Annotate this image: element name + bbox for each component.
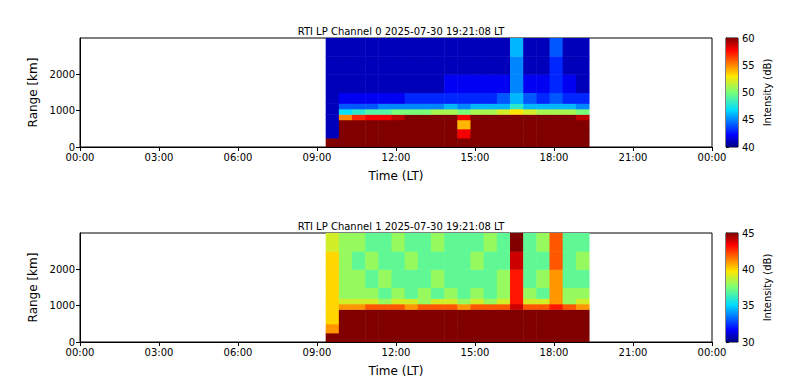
svg-text:60: 60 xyxy=(742,33,755,44)
svg-text:Intensity (dB): Intensity (dB) xyxy=(762,59,773,127)
svg-text:45: 45 xyxy=(742,228,755,239)
svg-text:Range [km]: Range [km] xyxy=(26,253,40,323)
svg-text:09:00: 09:00 xyxy=(303,152,332,163)
svg-text:15:00: 15:00 xyxy=(461,152,490,163)
svg-text:00:00: 00:00 xyxy=(698,152,727,163)
svg-text:45: 45 xyxy=(742,114,755,125)
svg-text:2000: 2000 xyxy=(50,264,75,275)
svg-text:40: 40 xyxy=(742,142,755,153)
svg-text:06:00: 06:00 xyxy=(224,347,253,358)
svg-text:RTI LP Channel 1 2025-07-30 19: RTI LP Channel 1 2025-07-30 19:21:08 LT xyxy=(298,221,506,232)
svg-text:18:00: 18:00 xyxy=(540,347,569,358)
svg-text:00:00: 00:00 xyxy=(66,347,95,358)
svg-text:06:00: 06:00 xyxy=(224,152,253,163)
svg-text:12:00: 12:00 xyxy=(382,347,411,358)
svg-text:12:00: 12:00 xyxy=(382,152,411,163)
svg-text:40: 40 xyxy=(742,264,755,275)
svg-text:21:00: 21:00 xyxy=(619,152,648,163)
svg-text:1000: 1000 xyxy=(50,105,75,116)
svg-text:1000: 1000 xyxy=(50,300,75,311)
svg-text:55: 55 xyxy=(742,60,755,71)
svg-text:21:00: 21:00 xyxy=(619,347,648,358)
svg-text:Range [km]: Range [km] xyxy=(26,58,40,128)
svg-text:18:00: 18:00 xyxy=(540,152,569,163)
svg-text:2000: 2000 xyxy=(50,69,75,80)
svg-text:09:00: 09:00 xyxy=(303,347,332,358)
svg-text:RTI LP Channel 0 2025-07-30 19: RTI LP Channel 0 2025-07-30 19:21:08 LT xyxy=(298,26,506,37)
svg-text:0: 0 xyxy=(68,336,75,348)
svg-text:50: 50 xyxy=(742,87,755,98)
svg-text:Time (LT): Time (LT) xyxy=(368,364,424,378)
svg-text:Time (LT): Time (LT) xyxy=(368,169,424,183)
svg-text:03:00: 03:00 xyxy=(145,152,174,163)
svg-text:Intensity (dB): Intensity (dB) xyxy=(762,254,773,322)
svg-text:0: 0 xyxy=(68,141,75,153)
svg-text:35: 35 xyxy=(742,300,755,311)
svg-text:30: 30 xyxy=(742,337,755,348)
svg-text:15:00: 15:00 xyxy=(461,347,490,358)
svg-text:00:00: 00:00 xyxy=(66,152,95,163)
svg-text:03:00: 03:00 xyxy=(145,347,174,358)
svg-text:00:00: 00:00 xyxy=(698,347,727,358)
